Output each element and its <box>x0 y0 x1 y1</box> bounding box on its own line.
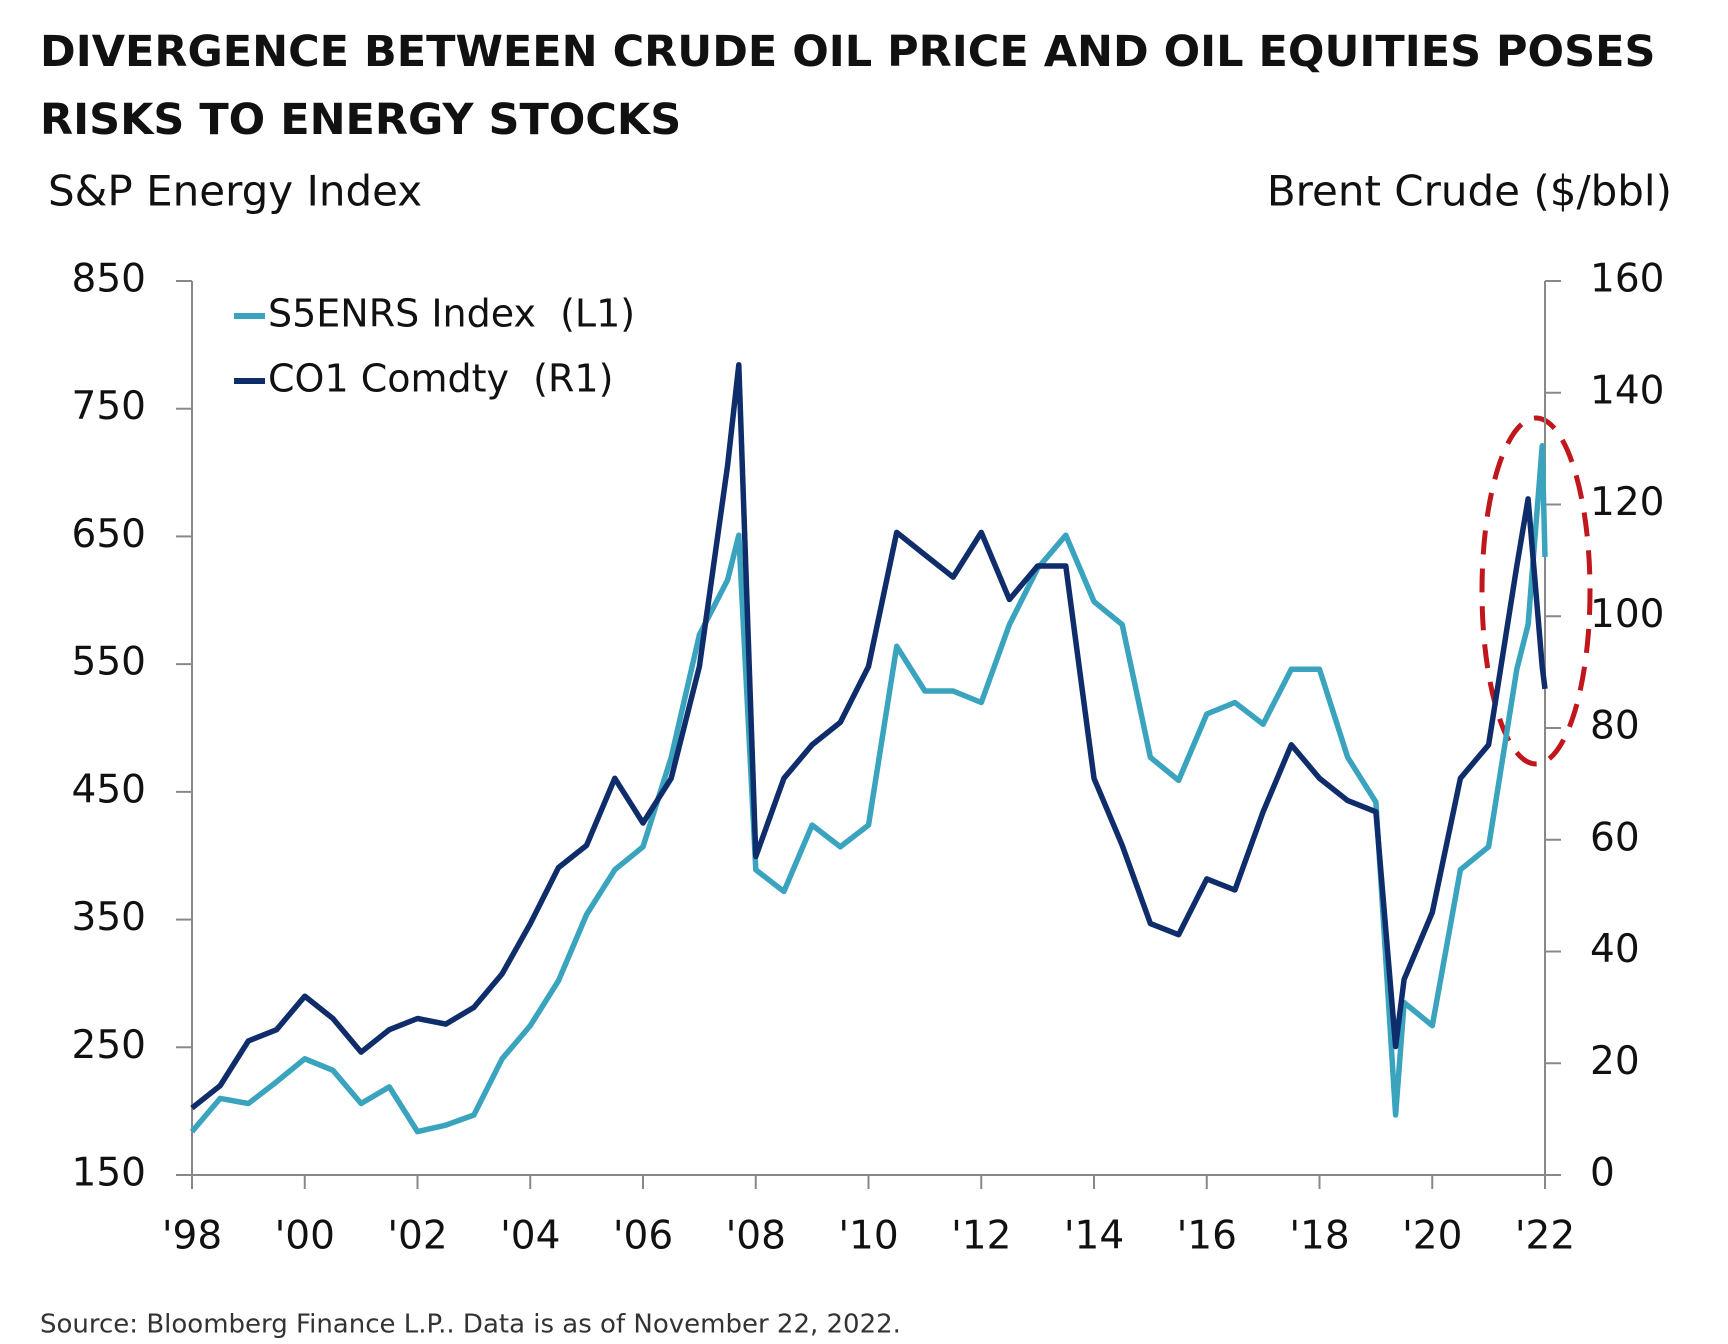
y2-tick-label: 160 <box>1590 257 1664 302</box>
x-tick-label: '20 <box>1402 1214 1462 1259</box>
x-tick-label: '22 <box>1515 1214 1575 1259</box>
y2-tick-label: 20 <box>1590 1039 1640 1084</box>
chart-title: DIVERGENCE BETWEEN CRUDE OIL PRICE AND O… <box>40 27 1655 145</box>
highlight-ellipse <box>1479 415 1593 767</box>
legend-label: S5ENRS Index (L1) <box>268 292 635 336</box>
y-tick-label: 750 <box>72 384 146 429</box>
x-tick-label: '00 <box>275 1214 335 1259</box>
y2-axis-title: Brent Crude ($/bbl) <box>1267 167 1672 216</box>
x-tick-label: '10 <box>838 1214 898 1259</box>
y2-tick-label: 0 <box>1590 1151 1615 1196</box>
y2-tick-label: 60 <box>1590 815 1640 860</box>
y-tick-label: 350 <box>72 895 146 940</box>
x-tick-label: '18 <box>1289 1214 1349 1259</box>
source-note: Source: Bloomberg Finance L.P.. Data is … <box>40 1310 901 1340</box>
x-tick-label: '98 <box>162 1214 222 1259</box>
x-tick-label: '02 <box>387 1214 447 1259</box>
y-tick-label: 450 <box>72 767 146 812</box>
y-tick-label: 650 <box>72 512 146 557</box>
y-tick-label: 150 <box>72 1151 146 1196</box>
x-tick-label: '04 <box>500 1214 560 1259</box>
y2-tick-label: 80 <box>1590 704 1640 749</box>
y2-tick-label: 140 <box>1590 368 1664 413</box>
y-axis-title: S&P Energy Index <box>48 167 422 216</box>
x-tick-label: '16 <box>1177 1214 1237 1259</box>
x-tick-label: '08 <box>726 1214 786 1259</box>
x-tick-label: '06 <box>613 1214 673 1259</box>
legend-label: CO1 Comdty (R1) <box>268 357 613 401</box>
y-tick-label: 550 <box>72 640 146 685</box>
series-line <box>190 362 1548 1111</box>
y2-tick-label: 100 <box>1590 592 1664 637</box>
x-tick-label: '12 <box>951 1214 1011 1259</box>
x-tick-label: '14 <box>1064 1214 1124 1259</box>
y-tick-label: 850 <box>72 257 146 302</box>
y2-tick-label: 40 <box>1590 927 1640 972</box>
y-tick-label: 250 <box>72 1023 146 1068</box>
y2-tick-label: 120 <box>1590 480 1664 525</box>
